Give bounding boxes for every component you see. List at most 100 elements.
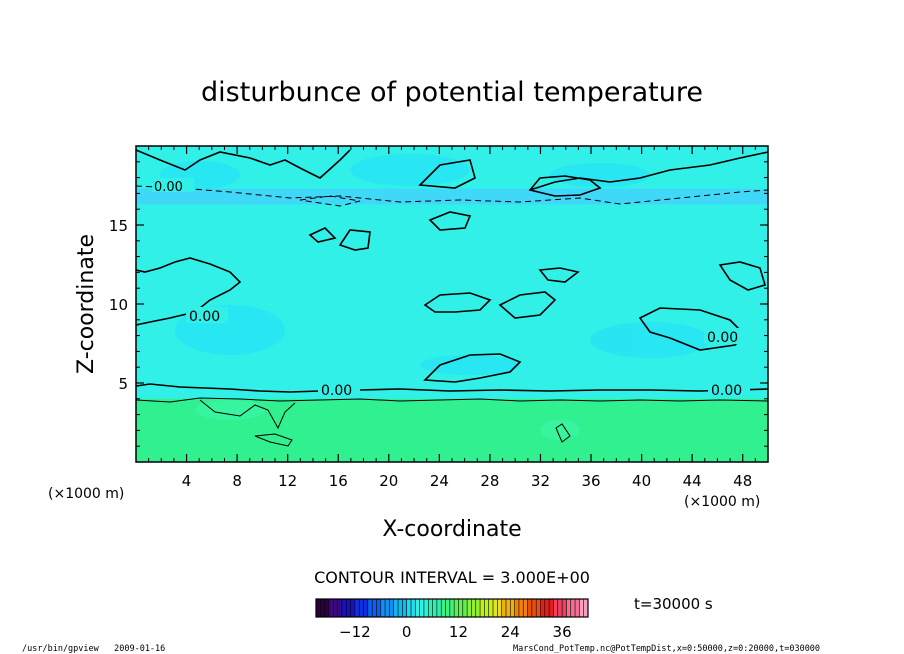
colorbar-cell [372, 599, 377, 617]
y-axis: 5 10 15 [109, 161, 768, 447]
colorbar-tick-label: 36 [553, 623, 572, 641]
colorbar-cell [540, 599, 546, 617]
colorbar-cell [341, 599, 347, 617]
colorbar-cell [549, 599, 554, 617]
x-tick-label: 44 [683, 472, 702, 490]
colorbar-cell [432, 599, 438, 617]
colorbar-cell [316, 599, 321, 617]
colorbar-cell [458, 599, 464, 617]
colorbar-cell [428, 599, 433, 617]
chart-title: disturbunce of potential temperature [201, 77, 703, 108]
contour-blob-c [423, 353, 522, 383]
colorbar-cell [436, 599, 442, 617]
contour-blob-g [538, 267, 580, 283]
x-axis-label: X-coordinate [382, 517, 521, 542]
colorbar-cell [385, 599, 390, 617]
colorbar-cell [415, 599, 420, 617]
colorbar-cell [484, 599, 489, 617]
x-tick-label: 12 [278, 472, 297, 490]
contour-lower-boundary [136, 397, 768, 403]
x-unit-right: (×1000 m) [684, 494, 760, 510]
colorbar-cell [354, 599, 360, 617]
colorbar-cell [402, 599, 407, 617]
x-tick-label: 28 [480, 472, 499, 490]
colorbar-cell [363, 599, 369, 617]
colorbar-cell [376, 599, 382, 617]
contour-zero-left [136, 257, 242, 326]
colorbar-cell [557, 599, 563, 617]
colorbar-cell [531, 599, 537, 617]
colorbar-cell [454, 599, 459, 617]
colorbar-cell [333, 599, 338, 617]
colorbar-frame [315, 598, 589, 618]
contour-label: 0.00 [711, 383, 742, 399]
colorbar-cell [562, 599, 567, 617]
contour-lines [136, 149, 768, 393]
colorbar-cell [346, 599, 351, 617]
time-text: t=30000 s [634, 595, 713, 613]
colorbar-cell [501, 599, 507, 617]
colorbar-cell [393, 599, 399, 617]
colorbar-cell [462, 599, 468, 617]
colorbar-cell [441, 599, 446, 617]
colorbar-cell [480, 599, 485, 617]
shading-patches [160, 154, 710, 375]
colorbar-cell [488, 599, 494, 617]
colorbar-cell [406, 599, 412, 617]
contour-lines-thin [136, 185, 768, 447]
colorbar-tick-label: 0 [402, 623, 412, 641]
colorbar-cell [510, 599, 515, 617]
contour-dashed-upper2 [299, 195, 361, 207]
contour-blob-b [498, 291, 557, 319]
colorbar-cell [527, 599, 533, 617]
contour-dashed-upper [136, 185, 768, 205]
colorbar-cell [328, 599, 334, 617]
contour-label-group: 0.00 0.00 0.00 0.00 0.00 [152, 178, 750, 399]
colorbar-cell [423, 599, 429, 617]
colorbar-cell [337, 599, 343, 617]
x-tick-label: 24 [430, 472, 449, 490]
colorbar: −12 0 12 24 36 [315, 598, 589, 641]
contour-label: 0.00 [707, 330, 738, 346]
contour-blob-i [308, 227, 337, 243]
contour-label: 0.00 [154, 180, 183, 195]
x-tick-label: 36 [581, 472, 600, 490]
contour-blob-h [718, 261, 766, 291]
x-tick-label: 32 [531, 472, 550, 490]
contour-blob-e [338, 229, 371, 251]
colorbar-tick-label: −12 [339, 623, 371, 641]
colorbar-cell [445, 599, 451, 617]
colorbar-cell [350, 599, 356, 617]
colorbar-cell [493, 599, 498, 617]
x-tick-label: 8 [232, 472, 242, 490]
x-axis: 4 8 12 16 20 24 28 32 36 40 44 48 [148, 146, 756, 490]
contour-label: 0.00 [321, 383, 352, 399]
region-upper-band [136, 188, 768, 205]
colorbar-cell [553, 599, 559, 617]
contour-blob-j [528, 175, 602, 197]
colorbar-cell [449, 599, 455, 617]
contour-lower-dip [199, 399, 296, 430]
contour-blob-a [423, 292, 492, 313]
colorbar-cell [523, 599, 528, 617]
y-axis-label: Z-coordinate [74, 234, 99, 374]
plot-area: 0.00 0.00 0.00 0.00 0.00 [136, 146, 768, 462]
colorbar-cell [380, 599, 386, 617]
colorbar-cell [514, 599, 520, 617]
contour-lower-loop [254, 433, 293, 447]
colorbar-cell [475, 599, 481, 617]
contour-interval-text: CONTOUR INTERVAL = 3.000E+00 [314, 568, 590, 587]
x-tick-label: 40 [632, 472, 651, 490]
footer-left: /usr/bin/gpview 2009-01-16 [22, 644, 165, 654]
colorbar-cell [583, 599, 589, 617]
contour-top-right [529, 151, 768, 191]
colorbar-cell [536, 599, 541, 617]
colorbar-cell [566, 599, 572, 617]
colorbar-cell [467, 599, 472, 617]
contour-label: 0.00 [189, 309, 220, 325]
colorbar-tick-label: 12 [449, 623, 468, 641]
y-tick-label: 10 [109, 296, 128, 314]
contour-lower-loop2 [555, 423, 571, 443]
shading-patches-low [195, 400, 580, 440]
